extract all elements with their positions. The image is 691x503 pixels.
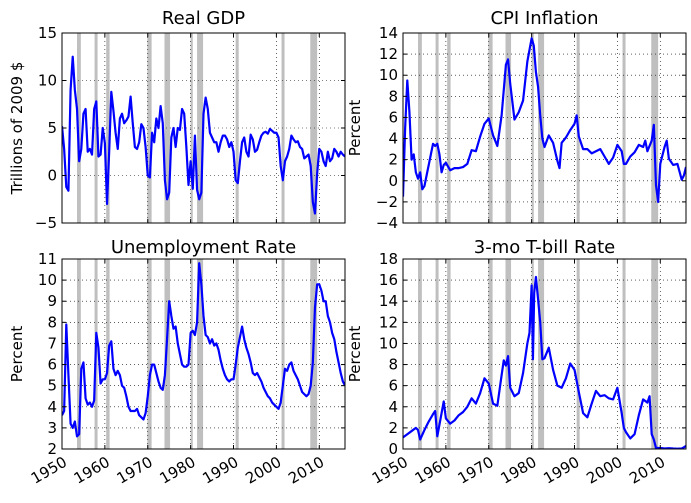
- x-tick-label: 2000: [242, 453, 284, 488]
- y-tick-label: 5: [47, 377, 57, 395]
- y-tick-label: −4: [376, 214, 398, 232]
- panel-unemployment-rate: 2 3 4 5 6 7 8 9 10 11 1950 1960 1970 1980 1990 2000 2010…: [8, 237, 346, 488]
- y-axis-label: Trillions of 2009 $: [8, 62, 26, 196]
- y-tick-label: 0: [388, 440, 398, 458]
- series-line: [62, 262, 345, 438]
- recession-band: [197, 259, 204, 449]
- y-tick-label: 2: [47, 440, 57, 458]
- recession-band: [106, 33, 110, 223]
- y-tick-label: −2: [376, 193, 398, 211]
- y-tick-label: 15: [38, 24, 57, 42]
- y-tick-label: 10: [38, 72, 57, 90]
- y-tick-label: 4: [388, 398, 398, 416]
- x-tick-label: 1970: [114, 453, 156, 488]
- y-tick-label: 0: [47, 167, 57, 185]
- y-tick-label: 0: [388, 172, 398, 190]
- recession-band: [576, 259, 580, 449]
- y-tick-label: 4: [388, 130, 398, 148]
- recession-band: [418, 33, 422, 223]
- recession-band: [447, 33, 451, 223]
- recession-band: [488, 259, 493, 449]
- y-tick-label: 6: [47, 356, 57, 374]
- y-tick-label: 12: [379, 45, 398, 63]
- y-axis-label: Percent: [346, 326, 364, 383]
- y-tick-label: 11: [38, 250, 57, 268]
- x-tick-label: 1980: [157, 453, 199, 488]
- y-tick-label: 18: [379, 250, 398, 268]
- y-tick-label: 9: [47, 292, 57, 310]
- y-tick-label: 14: [379, 24, 398, 42]
- recession-band: [164, 33, 171, 223]
- y-tick-label: 6: [388, 377, 398, 395]
- y-tick-label: 8: [388, 87, 398, 105]
- y-tick-label: 12: [379, 313, 398, 331]
- x-tick-label: 2010: [626, 453, 668, 488]
- x-tick-label: 1980: [498, 453, 540, 488]
- recession-band: [310, 33, 318, 223]
- series-line: [403, 275, 686, 449]
- y-tick-label: 3: [47, 419, 57, 437]
- x-tick-label: 2000: [583, 453, 625, 488]
- series-line: [62, 55, 345, 215]
- x-tick-label: 1960: [412, 453, 454, 488]
- recession-band: [77, 259, 81, 449]
- y-tick-label: 6: [388, 108, 398, 126]
- y-tick-label: 14: [379, 292, 398, 310]
- axes-frame: [402, 32, 687, 224]
- recession-band: [505, 33, 512, 223]
- chart-title: Unemployment Rate: [111, 237, 296, 258]
- y-tick-label: 16: [379, 271, 398, 289]
- recession-band: [281, 33, 285, 223]
- recession-band: [281, 259, 285, 449]
- recession-band: [147, 33, 152, 223]
- panel-real-gdp: −5 0 5 10 15 Real GDP Trillions of 2009 $: [8, 8, 346, 232]
- x-tick-label: 2010: [285, 453, 327, 488]
- recession-band: [622, 259, 626, 449]
- axes-frame: [402, 258, 687, 450]
- recession-band: [531, 33, 534, 223]
- y-tick-label: −5: [35, 214, 57, 232]
- y-tick-label: 10: [379, 66, 398, 84]
- series-line: [403, 37, 686, 203]
- y-tick-label: 4: [47, 398, 57, 416]
- recession-band: [435, 33, 439, 223]
- recession-band: [418, 259, 422, 449]
- x-tick-label: 1970: [455, 453, 497, 488]
- recession-band: [505, 259, 512, 449]
- y-tick-label: 8: [388, 356, 398, 374]
- y-tick-label: 2: [388, 419, 398, 437]
- recession-band: [94, 33, 98, 223]
- chart-title: Real GDP: [162, 8, 245, 29]
- recession-band: [190, 33, 193, 223]
- y-tick-label: 8: [47, 313, 57, 331]
- panel-cpi-inflation: −4 −2 0 2 4 6 8 10 12 14 CPI Inflation Percent: [346, 8, 687, 232]
- x-tick-label: 1960: [71, 453, 113, 488]
- y-tick-label: 10: [379, 334, 398, 352]
- recession-band: [447, 259, 451, 449]
- y-tick-label: 10: [38, 271, 57, 289]
- x-tick-label: 1990: [199, 453, 241, 488]
- x-tick-label: 1950: [28, 453, 70, 488]
- recession-band: [197, 33, 204, 223]
- y-tick-label: 5: [47, 119, 57, 137]
- y-axis-label: Percent: [346, 100, 364, 157]
- x-tick-label: 1950: [369, 453, 411, 488]
- recession-band: [622, 33, 626, 223]
- x-tick-label: 1990: [540, 453, 582, 488]
- chart-title: 3-mo T-bill Rate: [474, 237, 615, 258]
- y-tick-label: 7: [47, 334, 57, 352]
- recession-band: [190, 259, 193, 449]
- recession-band: [235, 33, 239, 223]
- y-axis-label: Percent: [8, 326, 26, 383]
- recession-band: [651, 259, 659, 449]
- recession-band: [435, 259, 439, 449]
- panel-tbill-rate: 0 2 4 6 8 10 12 14 16 18 1950 1960 1970 1980 1990 2000 2…: [346, 237, 687, 488]
- y-tick-label: 2: [388, 151, 398, 169]
- recession-band: [147, 259, 152, 449]
- chart-title: CPI Inflation: [490, 8, 598, 29]
- axes-frame: [61, 258, 346, 450]
